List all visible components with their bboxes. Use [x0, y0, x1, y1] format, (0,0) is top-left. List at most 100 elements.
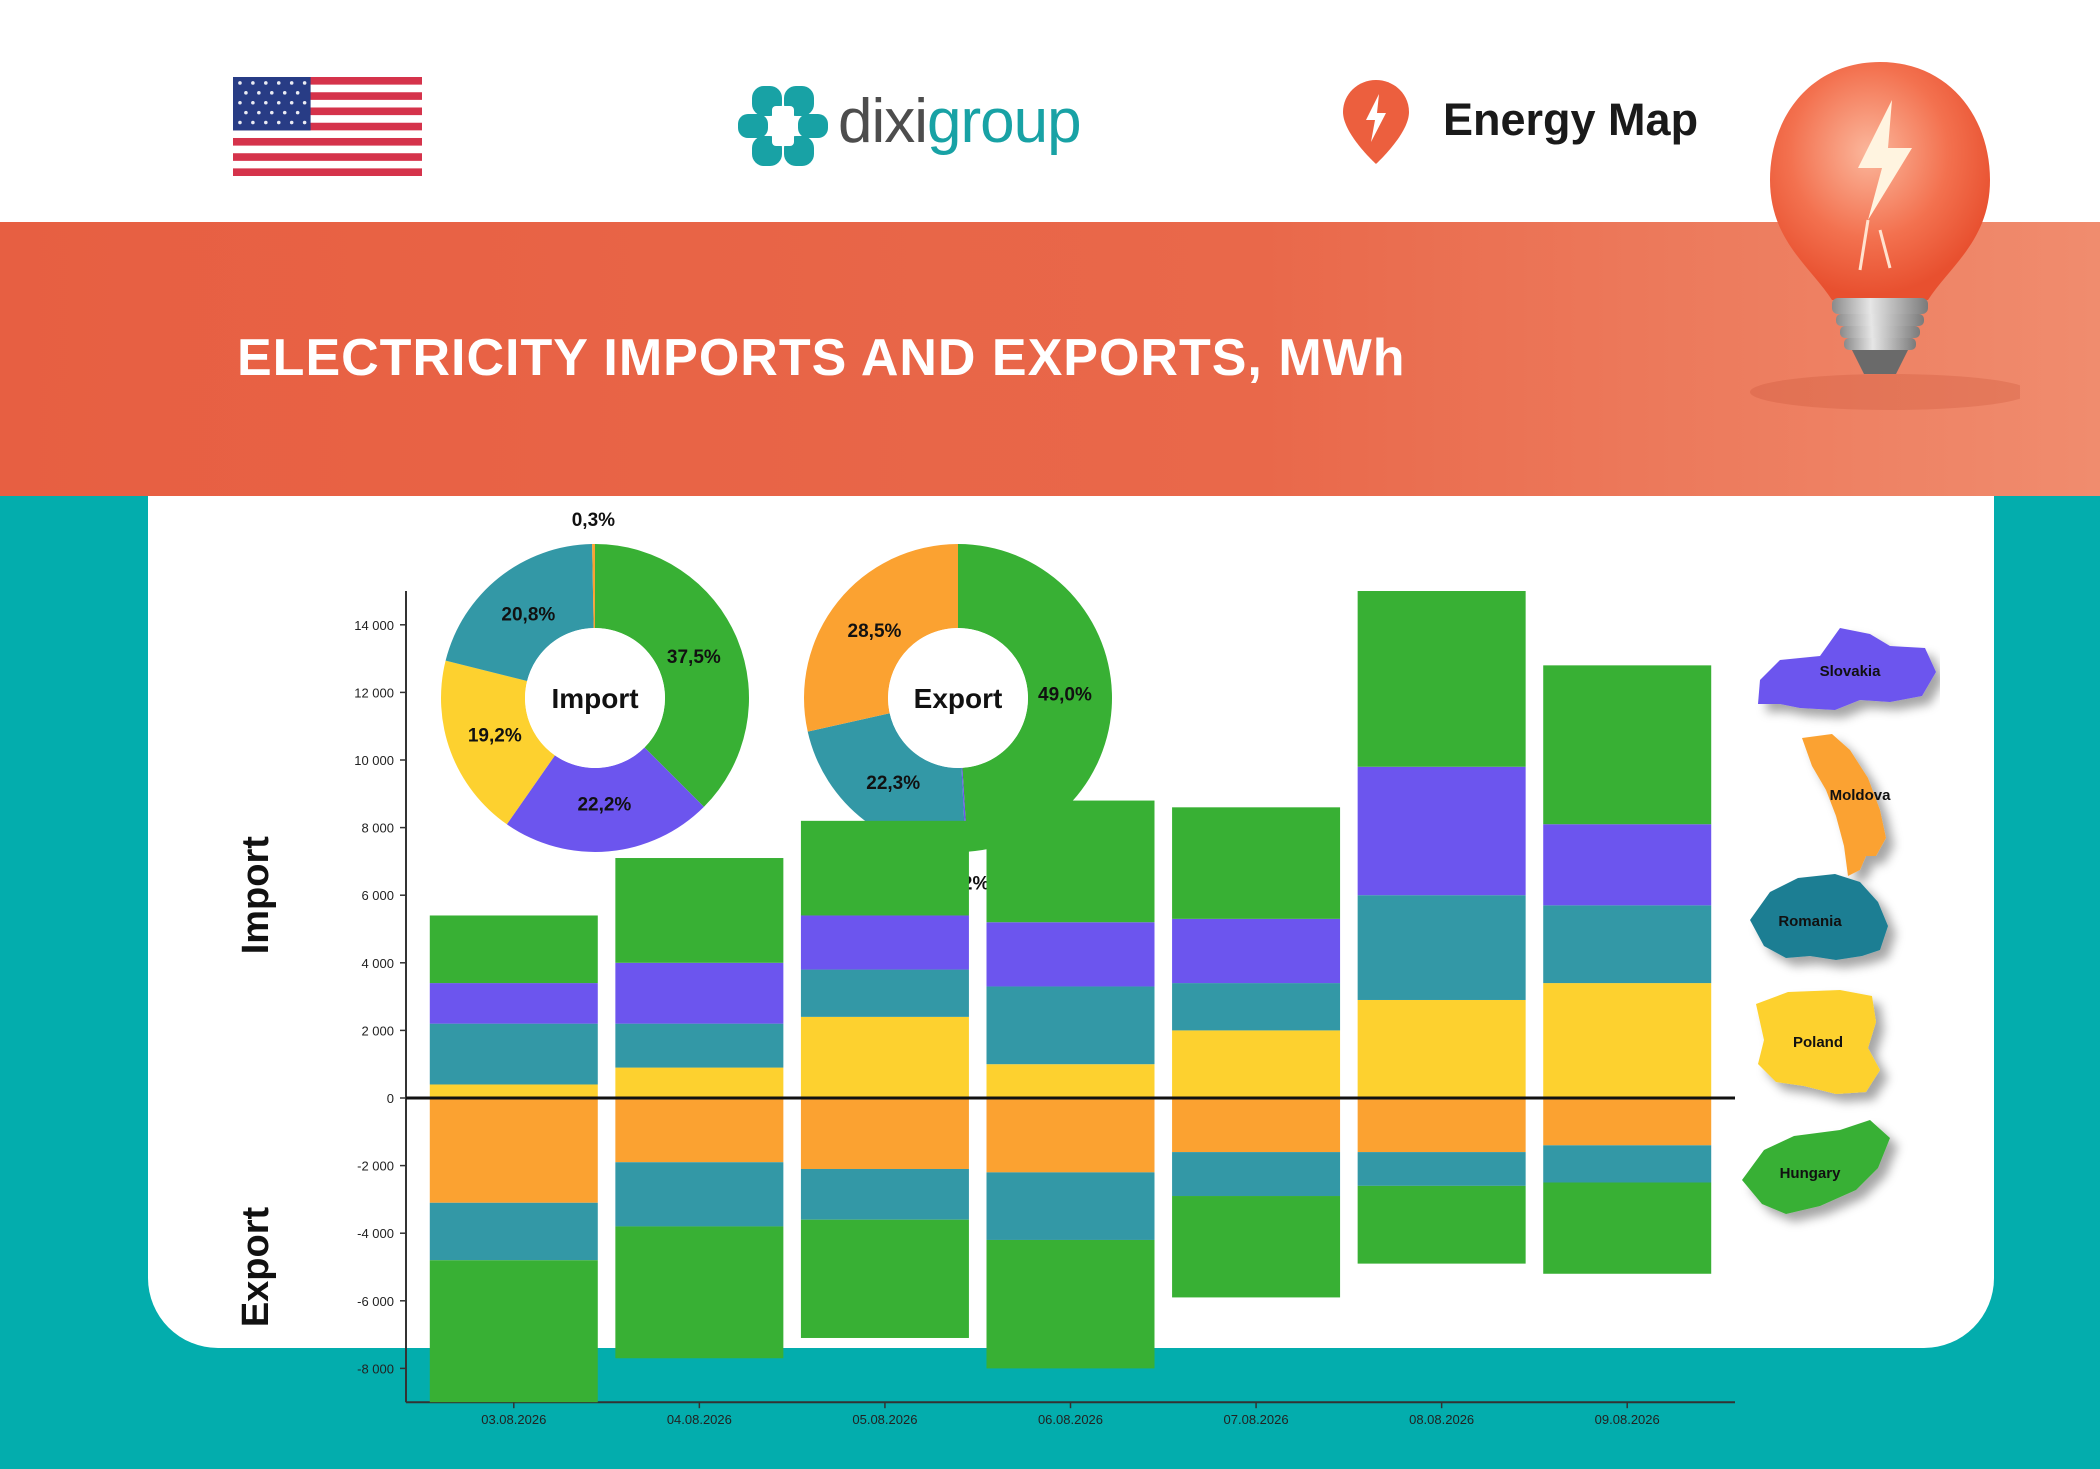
slice-label: 49,0% — [1038, 685, 1092, 706]
bar-export-moldova[interactable] — [986, 1098, 1155, 1173]
bar-import-hungary[interactable] — [1543, 665, 1712, 825]
bar-import-slovakia[interactable] — [1172, 918, 1341, 984]
bar-stack-09.08.2026[interactable] — [1543, 665, 1712, 1274]
bar-export-romania[interactable] — [986, 1172, 1155, 1240]
brand-part-a: dixi — [838, 87, 928, 156]
bar-import-romania[interactable] — [1172, 983, 1341, 1031]
bar-export-moldova[interactable] — [429, 1098, 598, 1203]
header: dixigroup Energy Map — [0, 0, 2100, 222]
brand-part-b: group — [927, 87, 1082, 156]
bar-import-poland[interactable] — [1172, 1030, 1341, 1098]
bar-import-slovakia[interactable] — [1357, 766, 1526, 896]
bar-import-romania[interactable] — [429, 1023, 598, 1085]
us-flag-icon[interactable] — [233, 77, 422, 176]
y-axis: 14 000 12 000 10 000 8 000 6 000 4 000 2 000 0 -… — [354, 591, 1735, 1404]
bar-export-hungary[interactable] — [800, 1219, 969, 1338]
bar-import-slovakia[interactable] — [1543, 824, 1712, 906]
bar-export-romania[interactable] — [429, 1202, 598, 1261]
bar-export-hungary[interactable] — [1357, 1185, 1526, 1264]
country-legend: Slovakia Moldova Romania Poland Hungary — [1742, 628, 1936, 1214]
energy-map-label[interactable]: Energy Map — [1443, 94, 1699, 145]
page-title: ELECTRICITY IMPORTS AND EXPORTS, MWh — [237, 329, 1406, 387]
bar-import-poland[interactable] — [800, 1016, 969, 1098]
light-bulb-icon — [1750, 62, 2020, 410]
poland-map-icon[interactable] — [1756, 990, 1880, 1094]
bar-export-romania[interactable] — [1172, 1152, 1341, 1197]
legend-label-hungary: Hungary — [1780, 1165, 1842, 1182]
bar-export-romania[interactable] — [615, 1162, 784, 1227]
moldova-map-icon[interactable] — [1802, 734, 1886, 876]
bar-export-romania[interactable] — [1543, 1145, 1712, 1183]
y-label-import: Import — [235, 836, 277, 955]
dixigroup-logo-text[interactable]: dixigroup — [838, 86, 1082, 158]
bar-export-moldova[interactable] — [800, 1098, 969, 1169]
bar-stack-04.08.2026[interactable] — [615, 858, 784, 1359]
bar-stack-05.08.2026[interactable] — [800, 820, 969, 1338]
slice-hungary[interactable] — [595, 544, 749, 807]
slice-moldova[interactable] — [592, 544, 595, 629]
bar-export-hungary[interactable] — [429, 1260, 598, 1403]
bar-import-hungary[interactable] — [1172, 807, 1341, 919]
slice-label: 37,5% — [667, 647, 721, 668]
y-tick-label: 6 000 — [361, 888, 394, 903]
bar-export-moldova[interactable] — [1172, 1098, 1341, 1153]
hungary-map-icon[interactable] — [1742, 1120, 1890, 1214]
slice-label: 19,2% — [468, 726, 522, 747]
bar-stack-07.08.2026[interactable] — [1172, 807, 1341, 1298]
x-tick-label: 03.08.2026 — [481, 1412, 546, 1427]
y-tick-label: 4 000 — [361, 956, 394, 971]
bar-import-poland[interactable] — [1543, 983, 1712, 1098]
bar-import-hungary[interactable] — [986, 800, 1155, 923]
bar-import-poland[interactable] — [1357, 999, 1526, 1098]
bar-import-romania[interactable] — [1543, 905, 1712, 984]
legend-label-romania: Romania — [1778, 913, 1842, 930]
bar-export-hungary[interactable] — [986, 1239, 1155, 1369]
slice-moldova[interactable] — [804, 544, 958, 732]
bar-import-romania[interactable] — [986, 986, 1155, 1065]
bar-export-moldova[interactable] — [1357, 1098, 1526, 1153]
slice-romania[interactable] — [445, 544, 594, 682]
y-tick-label: 8 000 — [361, 821, 394, 836]
bar-export-moldova[interactable] — [1543, 1098, 1712, 1146]
bar-export-hungary[interactable] — [615, 1226, 784, 1359]
slice-slovakia[interactable] — [506, 747, 704, 852]
slice-hungary[interactable] — [958, 544, 1112, 852]
bar-import-hungary[interactable] — [429, 915, 598, 984]
bar-import-hungary[interactable] — [1357, 591, 1526, 767]
bar-import-romania[interactable] — [1357, 895, 1526, 1000]
y-tick-label: 2 000 — [361, 1023, 394, 1038]
bar-export-romania[interactable] — [1357, 1152, 1526, 1186]
bar-export-hungary[interactable] — [1172, 1196, 1341, 1298]
legend-label-slovakia: Slovakia — [1820, 663, 1882, 680]
y-tick-label: 12 000 — [354, 685, 394, 700]
bar-import-slovakia[interactable] — [986, 922, 1155, 987]
bar-stack-08.08.2026[interactable] — [1357, 591, 1526, 1264]
slovakia-map-icon[interactable] — [1758, 628, 1936, 710]
bar-import-slovakia[interactable] — [615, 962, 784, 1024]
bar-import-poland[interactable] — [429, 1084, 598, 1098]
bar-import-romania[interactable] — [615, 1023, 784, 1068]
slice-label: 0,3% — [572, 510, 615, 531]
bar-export-moldova[interactable] — [615, 1098, 784, 1163]
bar-import-hungary[interactable] — [615, 858, 784, 963]
slice-poland[interactable] — [441, 660, 555, 825]
bar-import-slovakia[interactable] — [800, 915, 969, 970]
y-tick-label: -4 000 — [357, 1226, 394, 1241]
bar-stack-06.08.2026[interactable] — [986, 800, 1155, 1369]
bar-import-poland[interactable] — [986, 1064, 1155, 1098]
bar-import-hungary[interactable] — [800, 820, 969, 916]
x-tick-label: 08.08.2026 — [1409, 1412, 1474, 1427]
bar-export-hungary[interactable] — [1543, 1182, 1712, 1274]
bar-import-romania[interactable] — [800, 969, 969, 1017]
donut-import: 37,5% 22,2% 19,2% 20,8% 0,3% Import — [441, 510, 749, 852]
slice-romania[interactable] — [807, 713, 966, 852]
bar-import-slovakia[interactable] — [429, 983, 598, 1024]
x-tick-label: 05.08.2026 — [852, 1412, 917, 1427]
romania-map-icon[interactable] — [1750, 874, 1888, 960]
bar-export-romania[interactable] — [800, 1168, 969, 1220]
bar-import-poland[interactable] — [615, 1067, 784, 1098]
bar-stack-03.08.2026[interactable] — [429, 915, 598, 1403]
donut-hole — [888, 628, 1028, 768]
legend-label-poland: Poland — [1793, 1034, 1843, 1051]
